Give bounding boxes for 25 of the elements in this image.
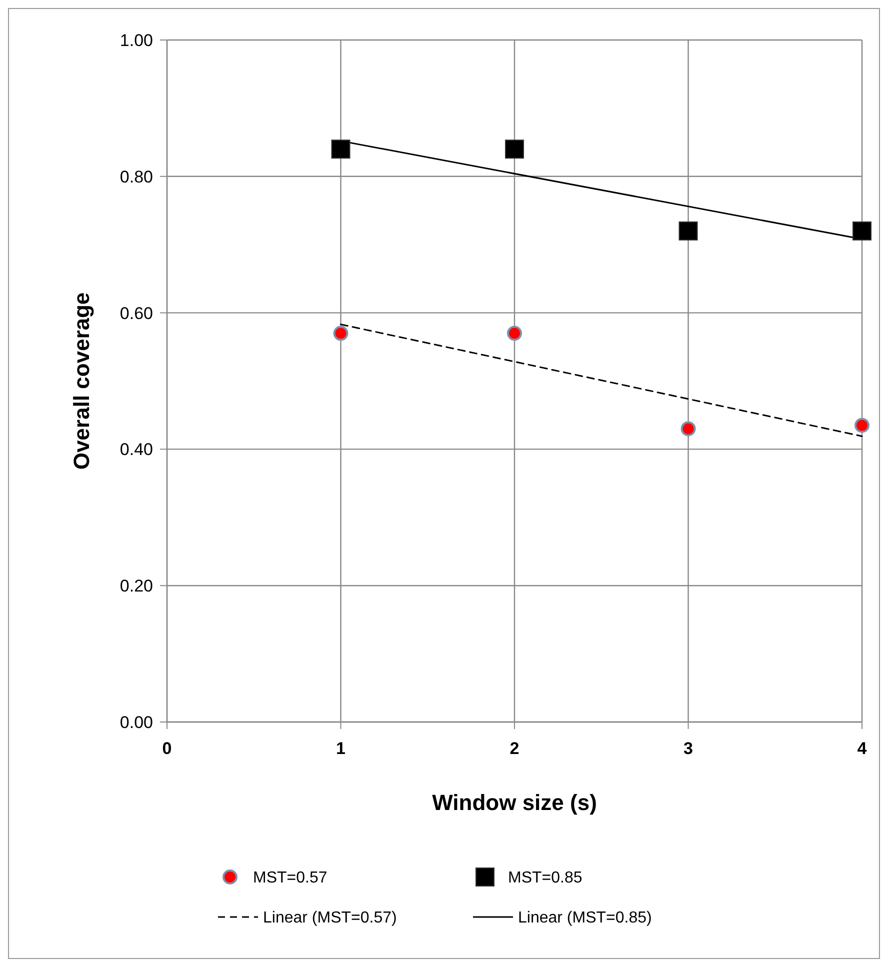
x-tick-label: 4 (857, 739, 868, 758)
y-tick-label: 1.00 (120, 30, 153, 50)
y-tick-label: 0.40 (120, 440, 153, 460)
legend-label: MST=0.85 (508, 870, 582, 887)
y-tick-label: 0.60 (120, 304, 153, 323)
point (505, 140, 524, 159)
x-tick-label: 0 (162, 739, 172, 758)
point (854, 418, 870, 433)
x-axis-title: Window size (s) (432, 790, 597, 815)
x-tick-label: 3 (684, 739, 693, 758)
y-tick-label: 0.80 (120, 167, 153, 186)
legend-label: Linear (MST=0.57) (263, 910, 397, 927)
x-tick-label: 1 (336, 739, 346, 758)
point (680, 421, 696, 436)
x-tick-label: 2 (510, 739, 520, 758)
legend-label: Linear (MST=0.85) (518, 910, 652, 927)
legend-label: MST=0.57 (253, 870, 328, 887)
y-tick-label: 0.00 (120, 712, 153, 732)
y-tick-label: 0.20 (120, 576, 153, 596)
point (333, 326, 348, 341)
point (507, 326, 522, 341)
y-axis-title: Overall coverage (69, 292, 94, 470)
point (852, 221, 872, 240)
point (678, 221, 698, 240)
point (331, 140, 350, 159)
